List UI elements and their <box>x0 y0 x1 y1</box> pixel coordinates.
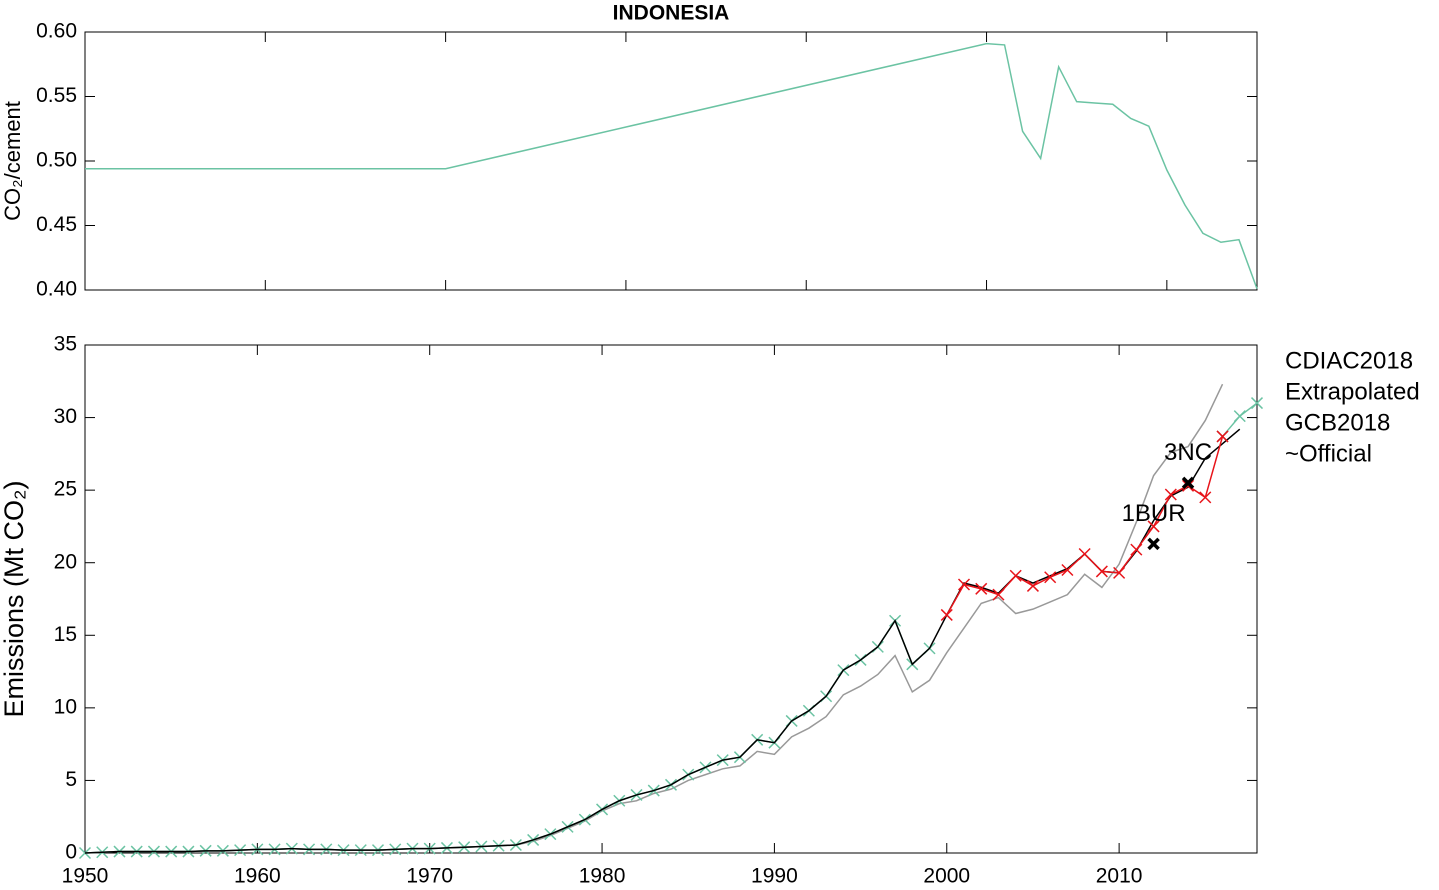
chart-title: INDONESIA <box>613 2 730 25</box>
y-tick-label: 10 <box>54 695 77 718</box>
series-line-marker <box>1095 565 1108 578</box>
y-tick-label: 0.50 <box>36 149 77 172</box>
legend-label: Extrapolated <box>1285 378 1420 405</box>
series-line <box>84 428 1241 854</box>
series-line <box>84 383 1224 854</box>
series-line-marker <box>1009 569 1022 582</box>
series-line-marker <box>1061 563 1074 577</box>
y-tick-label: 20 <box>54 550 77 573</box>
plot-frame <box>84 344 1258 854</box>
series-line-marker <box>1130 543 1143 556</box>
series-line-marker <box>1250 397 1264 410</box>
series-line-marker <box>1182 479 1195 492</box>
series-line-marker <box>1216 430 1229 443</box>
series-line-marker <box>992 588 1005 601</box>
series-line-marker <box>1199 491 1212 504</box>
legend-label: ~Official <box>1285 440 1372 467</box>
y-tick-label: 0.55 <box>36 84 77 107</box>
series-line-marker <box>1026 579 1039 592</box>
x-tick-label: 1990 <box>751 865 798 888</box>
y-tick-label: 0.60 <box>36 20 77 43</box>
y-tick-label: 15 <box>54 623 77 646</box>
series-line-marker <box>1044 571 1057 584</box>
y-tick-label: 35 <box>54 333 77 356</box>
legend-label: CDIAC2018 <box>1285 347 1413 374</box>
series-line-marker <box>1078 547 1091 561</box>
series-line-marker <box>975 582 988 595</box>
y-tick-label: 25 <box>54 478 77 501</box>
y-tick-label: 0 <box>65 841 77 864</box>
y-tick-label: 30 <box>54 405 77 428</box>
x-tick-label: 2000 <box>923 865 970 888</box>
series-line-marker <box>1164 488 1177 501</box>
y-axis-label: CO₂/cement <box>0 101 25 221</box>
x-tick-label: 1960 <box>234 865 281 888</box>
x-tick-label: 1950 <box>62 865 109 888</box>
point-label: 1BUR <box>1122 500 1186 527</box>
y-axis-label: Emissions (Mt CO₂) <box>0 481 29 718</box>
plot-frame <box>84 31 1258 291</box>
y-tick-label: 0.45 <box>36 213 77 236</box>
series-line <box>84 619 931 854</box>
point-marker <box>1147 537 1160 551</box>
data-line <box>85 42 1258 289</box>
series-line-marker <box>957 578 971 591</box>
x-tick-label: 1980 <box>579 865 626 888</box>
y-tick-label: 5 <box>65 768 77 791</box>
series-line-marker <box>940 608 953 621</box>
point-label: 3NC <box>1164 439 1212 466</box>
point-marker <box>1181 476 1195 490</box>
y-tick-label: 0.40 <box>36 278 77 301</box>
series-line-marker <box>1113 566 1126 579</box>
series-line-marker <box>1147 520 1160 533</box>
legend-label: GCB2018 <box>1285 409 1390 436</box>
x-tick-label: 1970 <box>406 865 453 888</box>
series-line-marker <box>1233 410 1246 423</box>
x-tick-label: 2010 <box>1096 865 1143 888</box>
